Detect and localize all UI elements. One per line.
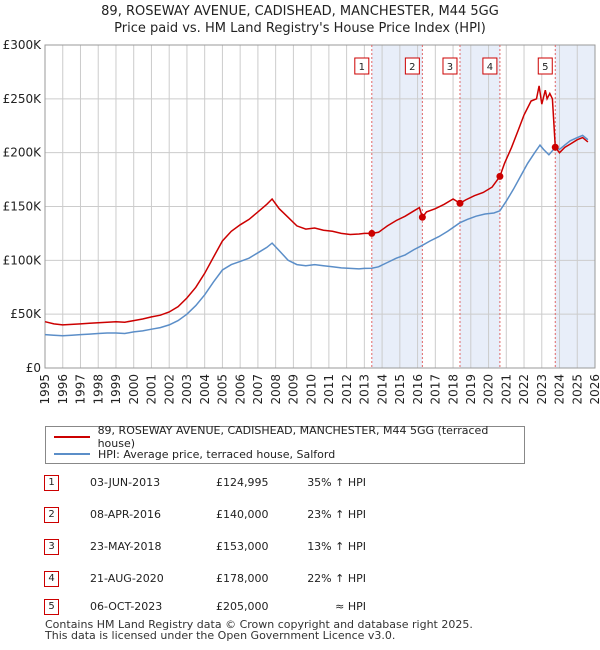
x-tick-label: 2005: [216, 374, 230, 405]
x-tick-label: 1999: [109, 374, 123, 405]
sale-marker-label: 2: [409, 62, 415, 73]
series-line-hpi: [44, 134, 589, 337]
x-tick-label: 2018: [446, 374, 460, 405]
x-tick-label: 2011: [322, 374, 336, 405]
x-tick-label: 2014: [375, 374, 389, 405]
x-tick-label: 1998: [91, 374, 105, 405]
price-chart: 1 2 3 4 5 £0 £50K £100K £150K £200K £250K £300K 1995…: [3, 38, 600, 405]
sale-hpi-comparison: 23% ↑ HPI: [307, 508, 366, 521]
sale-marker-label: 4: [487, 62, 493, 73]
x-tick-label: 2015: [393, 374, 407, 405]
x-tick-label: 2020: [482, 374, 496, 405]
sale-number-badge: 1: [44, 475, 59, 491]
sale-number-badge: 3: [44, 539, 59, 555]
sale-date: 06-OCT-2023: [90, 600, 163, 613]
x-tick-label: 2007: [251, 374, 265, 405]
sale-number-badge: 5: [44, 599, 59, 615]
x-tick-label: 2013: [358, 374, 372, 405]
chart-subtitle: Price paid vs. HM Land Registry's House …: [114, 21, 486, 36]
x-tick-label: 2009: [287, 374, 301, 405]
sale-marker-label: 5: [542, 62, 548, 73]
sale-marker-badge: [537, 57, 553, 75]
legend-item-hpi: HPI: Average price, terraced house, Salf…: [54, 446, 335, 462]
sale-hpi-comparison: 35% ↑ HPI: [307, 476, 366, 489]
sale-marker-label: 1: [359, 62, 365, 73]
sale-marker-badge: [482, 57, 498, 75]
sale-price: £153,000: [216, 540, 269, 553]
legend-label-hpi: HPI: Average price, terraced house, Salf…: [98, 447, 336, 461]
sale-row: 5 06-OCT-2023 £205,000 ≈ HPI: [44, 599, 444, 615]
sale-hpi-comparison: 13% ↑ HPI: [307, 540, 366, 553]
sale-hpi-comparison: 22% ↑ HPI: [307, 572, 366, 585]
legend-label-property: 89, ROSEWAY AVENUE, CADISHEAD, MANCHESTE…: [97, 424, 489, 450]
y-tick-label: £300K: [3, 38, 43, 52]
sale-marker-label: 3: [447, 62, 453, 73]
sale-date: 21-AUG-2020: [90, 572, 164, 585]
x-tick-label: 2025: [570, 374, 584, 405]
x-tick-label: 2023: [535, 374, 549, 405]
x-tick-label: 1995: [38, 374, 52, 405]
legend-swatch-property: [54, 436, 90, 438]
sale-row: 3 23-MAY-2018 £153,000 13% ↑ HPI: [44, 539, 444, 555]
sale-marker-badge: [404, 57, 420, 75]
sale-hpi-comparison: ≈ HPI: [335, 600, 366, 613]
x-tick-label: 2021: [499, 374, 513, 405]
chart-title: 89, ROSEWAY AVENUE, CADISHEAD, MANCHESTE…: [101, 4, 499, 19]
x-tick-label: 1996: [56, 374, 70, 405]
y-tick-label: £250K: [3, 92, 43, 106]
x-tick-label: 2004: [198, 374, 212, 405]
sale-number-badge: 4: [44, 571, 59, 587]
y-tick-label: £150K: [3, 200, 43, 214]
x-tick-label: 2001: [145, 374, 159, 405]
sale-point: [368, 229, 376, 237]
sale-price: £178,000: [216, 572, 269, 585]
x-tick-label: 2019: [464, 374, 478, 405]
plot-frame: [44, 44, 596, 369]
x-tick-label: 2003: [180, 374, 194, 405]
legend-swatch-hpi: [54, 453, 90, 455]
series-line-property: [44, 85, 589, 326]
x-tick-label: 2024: [553, 374, 567, 405]
sale-price: £205,000: [216, 600, 269, 613]
x-tick-label: 2026: [588, 374, 600, 405]
sale-point: [418, 213, 426, 221]
y-tick-label: £100K: [3, 253, 43, 267]
y-tick-label: £200K: [3, 146, 43, 160]
chart-legend: 89, ROSEWAY AVENUE, CADISHEAD, MANCHESTE…: [45, 424, 525, 464]
sale-point: [551, 143, 559, 151]
sale-row: 2 08-APR-2016 £140,000 23% ↑ HPI: [44, 507, 444, 523]
x-tick-label: 2006: [233, 374, 247, 405]
x-tick-label: 2016: [411, 374, 425, 405]
legend-item-property: 89, ROSEWAY AVENUE, CADISHEAD, MANCHESTE…: [54, 424, 524, 450]
x-tick-label: 2010: [304, 374, 318, 405]
sale-point: [456, 199, 464, 207]
x-tick-label: 2008: [269, 374, 283, 405]
sale-price: £124,995: [216, 476, 269, 489]
x-tick-label: 2022: [517, 374, 531, 405]
x-tick-label: 2000: [127, 374, 141, 405]
sale-number-badge: 2: [44, 507, 59, 523]
x-tick-label: 2002: [162, 374, 176, 405]
sale-date: 08-APR-2016: [90, 508, 162, 521]
sale-price: £140,000: [216, 508, 269, 521]
sale-row: 4 21-AUG-2020 £178,000 22% ↑ HPI: [44, 571, 444, 587]
sale-marker-badge: [354, 57, 370, 75]
footer-licence: This data is licensed under the Open Gov…: [45, 629, 396, 642]
x-tick-label: 2012: [340, 374, 354, 405]
y-tick-label: £50K: [10, 307, 42, 321]
x-tick-label: 1997: [74, 374, 88, 405]
y-tick-label: £0: [26, 361, 41, 375]
sale-row: 1 03-JUN-2013 £124,995 35% ↑ HPI: [44, 475, 444, 491]
sale-point: [496, 172, 504, 180]
sale-date: 23-MAY-2018: [90, 540, 162, 553]
footer-copyright: Contains HM Land Registry data © Crown c…: [45, 618, 473, 631]
sale-marker-badge: [442, 57, 458, 75]
sale-date: 03-JUN-2013: [90, 476, 161, 489]
x-tick-label: 2017: [429, 374, 443, 405]
